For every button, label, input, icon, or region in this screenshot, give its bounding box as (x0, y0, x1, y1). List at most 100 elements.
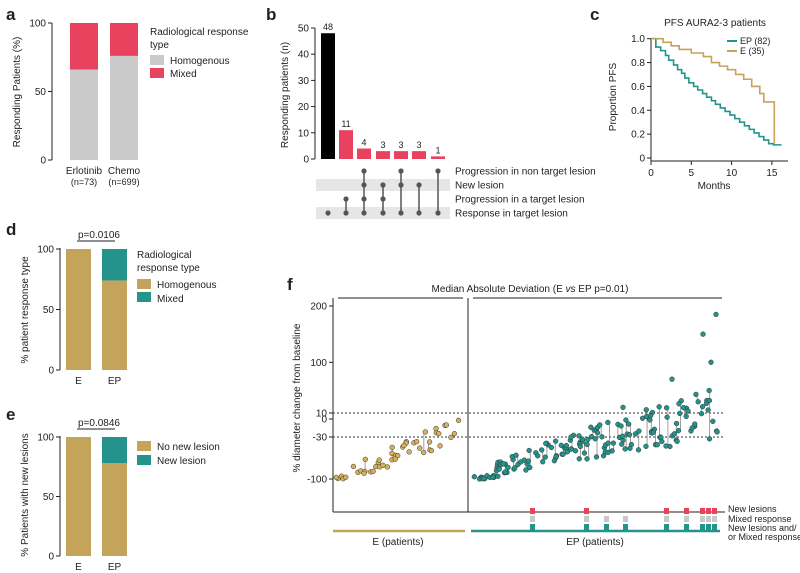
f-point-1-39-0 (635, 447, 642, 453)
d-ylabel: % patient response type (20, 256, 31, 364)
f-annot-box-7-1 (706, 516, 711, 522)
a-ytick-label-1: 50 (35, 87, 47, 98)
b-bar-label-6: 1 (435, 145, 440, 155)
f-point-1-50-2 (680, 405, 687, 411)
f-ytick-label-1: -30 (313, 433, 328, 444)
b-matrix-dot-4-0 (398, 168, 404, 174)
f-point-1-26-0 (581, 450, 588, 456)
c-title: PFS AURA2-3 patients (664, 18, 766, 29)
f-annot-label-combined-1: New lesions and/ (728, 523, 797, 533)
f-point-1-37-2 (627, 445, 633, 451)
f-point-0-22-1 (436, 430, 442, 437)
panel-d: % patient response type 0 50 100 E EP p=0.0… (20, 230, 216, 387)
f-point-1-5-3 (495, 473, 501, 479)
f-e-group-label: E (patients) (372, 537, 423, 548)
b-ytick-label-2: 20 (298, 102, 310, 113)
f-outlier-0 (700, 331, 706, 337)
f-point-1-35-1 (618, 423, 624, 429)
f-point-1-21-1 (560, 451, 566, 457)
f-point-1-54-0 (699, 404, 706, 410)
d-legend-homogenous: Homogenous (157, 280, 216, 291)
f-point-1-22-2 (564, 449, 570, 455)
f-point-1-6-0 (496, 466, 502, 472)
d-xlabel-0: E (75, 376, 82, 387)
f-annot-box-1-2 (584, 524, 589, 530)
f-point-1-29-1 (594, 430, 601, 436)
f-point-1-49-1 (675, 428, 682, 434)
c-ytick-label-2: 0.4 (631, 106, 645, 117)
a-legend-swatch-homogenous (150, 55, 164, 65)
f-point-0-6-1 (361, 470, 367, 476)
f-point-1-10-1 (513, 452, 519, 458)
c-series-1 (651, 37, 776, 144)
f-point-1-13-1 (527, 464, 533, 471)
f-point-1-53-1 (693, 391, 699, 398)
c-xtick-label-1: 5 (689, 168, 695, 179)
f-point-0-27-0 (455, 417, 462, 423)
b-matrix-dot-1-2 (343, 196, 349, 202)
f-point-0-19-0 (421, 449, 427, 456)
b-matrix-dot-4-3 (398, 210, 404, 216)
b-ylabel: Responding patients (n) (280, 42, 291, 148)
b-ytick-label-5: 50 (298, 24, 310, 35)
f-point-1-24-0 (572, 448, 579, 454)
f-point-0-24-1 (443, 422, 450, 428)
f-point-1-22-1 (563, 442, 570, 449)
f-point-1-12-2 (523, 467, 529, 473)
c-xtick-label-0: 0 (648, 168, 654, 179)
f-point-0-23-0 (437, 443, 443, 449)
f-annot-label-mixed: Mixed response (728, 514, 792, 524)
f-annot-box-8-1 (712, 516, 717, 522)
d-legend-mixed: Mixed (157, 294, 184, 305)
f-annot-box-7-0 (706, 508, 711, 514)
f-point-1-16-1 (539, 447, 545, 453)
c-ytick-label-0: 0 (639, 154, 645, 165)
e-ytick-label-2: 100 (37, 433, 54, 444)
f-point-1-15-0 (535, 453, 541, 459)
c-series-0 (651, 37, 782, 146)
f-point-1-42-4 (647, 413, 654, 419)
f-point-1-51-0 (685, 408, 691, 414)
e-bar-EP-new-lesion (102, 437, 127, 464)
f-point-1-19-4 (552, 438, 559, 444)
c-ytick-label-3: 0.6 (631, 82, 645, 93)
f-outlier-2 (708, 359, 714, 365)
f-point-0-16-0 (406, 449, 412, 455)
f-annot-box-0-0 (530, 508, 535, 514)
f-point-0-9-2 (376, 457, 382, 463)
f-point-1-43-2 (650, 429, 657, 435)
f-annot-box-2-1 (604, 516, 609, 522)
b-matrix-dot-2-2 (361, 196, 367, 202)
b-matrix-dot-2-0 (361, 168, 367, 174)
a-bar-Chemo-mixed (110, 23, 138, 56)
f-point-1-48-3 (674, 438, 680, 444)
f-annot-box-0-1 (530, 516, 535, 522)
f-point-1-35-2 (619, 433, 626, 439)
f-point-1-23-4 (568, 446, 574, 452)
b-bar-label-0: 48 (323, 22, 333, 32)
f-point-1-52-3 (689, 425, 695, 431)
d-pvalue: p=0.0106 (78, 230, 120, 241)
f-point-0-15-2 (401, 442, 407, 449)
f-point-0-11-0 (384, 464, 391, 470)
f-point-1-19-3 (551, 458, 558, 464)
f-annot-label-combined-2: or Mixed response (728, 532, 800, 542)
f-outlier-1 (713, 311, 719, 318)
f-point-0-8-1 (370, 468, 376, 475)
f-point-1-36-1 (622, 446, 628, 452)
b-bar-3 (376, 151, 390, 159)
f-title: Median Absolute Deviation (E vs EP p=0.0… (432, 284, 629, 295)
a-legend-title-2: type (150, 40, 169, 51)
c-ylabel: Proportion PFS (608, 62, 619, 131)
f-point-0-17-1 (413, 439, 420, 445)
d-bar-E-homogenous (66, 249, 91, 370)
f-ytick-label-4: 100 (310, 358, 327, 369)
b-set-label-3: Response in target lesion (455, 209, 568, 220)
f-outlier-3 (669, 376, 675, 382)
f-point-1-53-0 (695, 399, 701, 405)
f-point-1-35-3 (619, 441, 625, 447)
f-point-1-46-1 (664, 414, 670, 420)
f-point-1-48-2 (673, 420, 680, 427)
f-point-1-54-1 (698, 411, 705, 417)
